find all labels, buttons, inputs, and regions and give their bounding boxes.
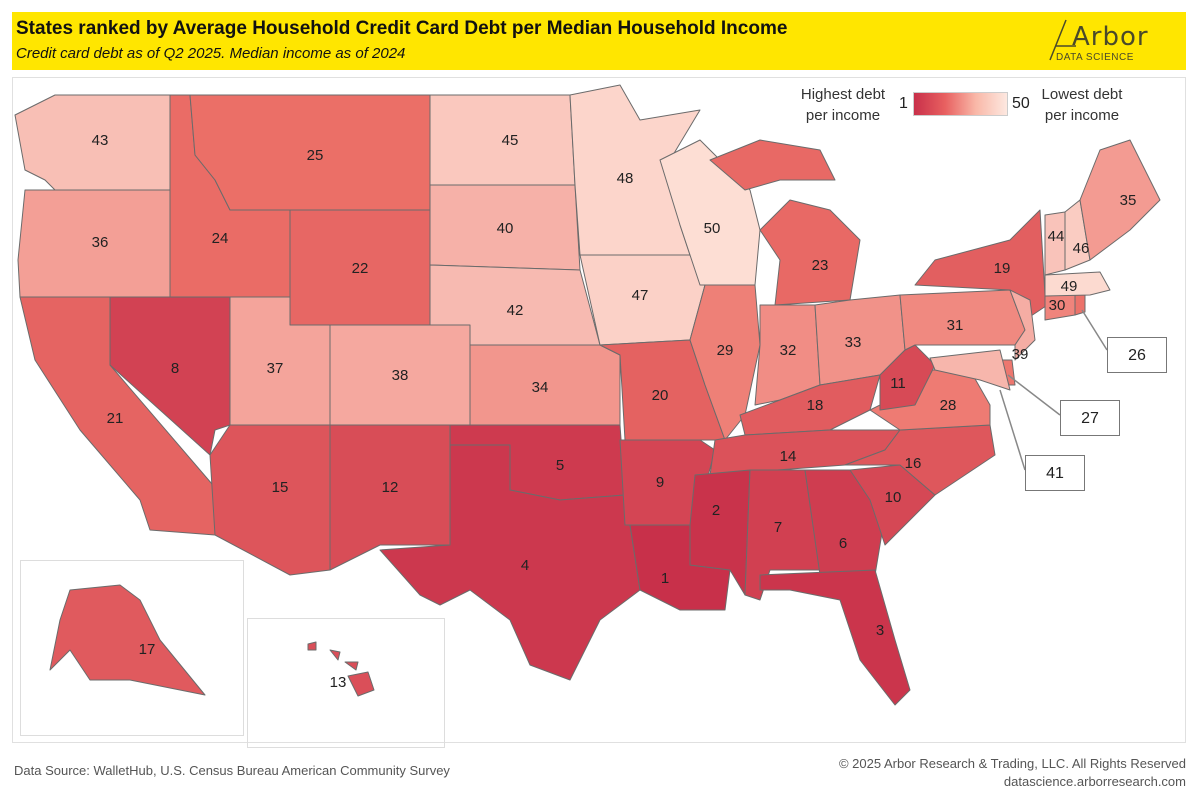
alaska-inset	[20, 560, 244, 736]
state-nc[interactable]	[844, 424, 996, 496]
rank-label-in: 32	[780, 342, 797, 359]
rank-label-ga: 6	[839, 535, 847, 552]
callout-leader-md	[999, 389, 1026, 471]
state-az[interactable]	[209, 424, 331, 576]
callout-md: 41	[1025, 455, 1085, 491]
rank-label-or: 36	[92, 234, 109, 251]
state-mi[interactable]	[709, 139, 861, 306]
map-frame	[12, 77, 1186, 743]
rank-label-ks: 34	[532, 379, 549, 396]
rank-label-la: 1	[661, 570, 669, 587]
state-md[interactable]	[929, 349, 1011, 391]
state-fl[interactable]	[759, 569, 911, 706]
callout-leader-de	[1007, 374, 1061, 416]
rank-label-wy: 22	[352, 260, 369, 277]
rank-label-hi: 13	[330, 674, 347, 691]
state-il[interactable]	[689, 284, 761, 441]
rank-label-sc: 10	[885, 489, 902, 506]
data-source: Data Source: WalletHub, U.S. Census Bure…	[14, 763, 450, 778]
rank-label-ar: 9	[656, 474, 664, 491]
rank-label-ak: 17	[139, 641, 156, 658]
state-ga[interactable]	[804, 469, 886, 576]
callout-de: 27	[1060, 400, 1120, 436]
rank-label-nd: 45	[502, 132, 519, 149]
chart-subtitle: Credit card debt as of Q2 2025. Median i…	[16, 45, 406, 62]
rank-label-mo: 20	[652, 387, 669, 404]
rank-label-il: 29	[717, 342, 734, 359]
rank-label-ma: 49	[1061, 278, 1078, 295]
state-tx[interactable]	[379, 444, 641, 681]
rank-label-tn: 14	[780, 448, 797, 465]
website-link[interactable]: datascience.arborresearch.com	[1003, 774, 1186, 789]
state-me[interactable]	[1079, 139, 1161, 261]
rank-label-oh: 33	[845, 334, 862, 351]
legend-high-label: Highest debt per income	[800, 86, 886, 124]
rank-label-fl: 3	[876, 622, 884, 639]
state-hi[interactable]	[307, 641, 375, 697]
state-ma[interactable]	[1044, 271, 1111, 297]
rank-label-ut: 37	[267, 360, 284, 377]
state-ak[interactable]	[49, 584, 206, 696]
logo-subtitle: DATA SCIENCE	[1056, 52, 1134, 63]
rank-label-ca: 21	[107, 410, 124, 427]
hawaii-inset	[247, 618, 445, 748]
rank-label-me: 35	[1120, 192, 1137, 209]
legend-max: 50	[1012, 95, 1030, 112]
tree-icon	[1049, 19, 1076, 61]
rank-label-ct: 30	[1049, 297, 1066, 314]
rank-label-pa: 31	[947, 317, 964, 334]
rank-label-wa: 43	[92, 132, 109, 149]
rank-label-mn: 48	[617, 170, 634, 187]
chart-title: States ranked by Average Household Credi…	[16, 18, 788, 39]
rank-label-mi: 23	[812, 257, 829, 274]
state-nm[interactable]	[329, 424, 451, 571]
rank-label-nj: 39	[1012, 346, 1029, 363]
rank-label-ky: 18	[807, 397, 824, 414]
rank-label-ok: 5	[556, 457, 564, 474]
rank-label-va: 28	[940, 397, 957, 414]
rank-label-nm: 12	[382, 479, 399, 496]
logo-wordmark: Arbor	[1072, 22, 1149, 52]
rank-label-tx: 4	[521, 557, 529, 574]
callout-leader-ri	[1081, 309, 1108, 351]
rank-label-vt: 44	[1048, 228, 1065, 245]
rank-label-co: 38	[392, 367, 409, 384]
copyright: © 2025 Arbor Research & Trading, LLC. Al…	[838, 756, 1186, 771]
arbor-logo: Arbor DATA SCIENCE	[1036, 16, 1156, 66]
rank-label-ms: 2	[712, 502, 720, 519]
rank-label-nc: 16	[905, 455, 922, 472]
callout-ri: 26	[1107, 337, 1167, 373]
rank-label-nh: 46	[1073, 240, 1090, 257]
rank-label-mt: 25	[307, 147, 324, 164]
legend-min: 1	[899, 95, 908, 112]
state-nj[interactable]	[1009, 289, 1036, 361]
title-banner: States ranked by Average Household Credi…	[12, 12, 1186, 70]
rank-label-wi: 50	[704, 220, 721, 237]
rank-label-al: 7	[774, 519, 782, 536]
rank-label-ny: 19	[994, 260, 1011, 277]
rank-label-az: 15	[272, 479, 289, 496]
state-ks[interactable]	[469, 344, 621, 426]
footer-credits: © 2025 Arbor Research & Trading, LLC. Al…	[839, 755, 1186, 791]
legend-color-ramp	[913, 92, 1008, 116]
rank-label-sd: 40	[497, 220, 514, 237]
rank-label-ne: 42	[507, 302, 524, 319]
state-sc[interactable]	[849, 464, 936, 546]
rank-label-ia: 47	[632, 287, 649, 304]
rank-label-nv: 8	[171, 360, 179, 377]
rank-label-wv: 11	[890, 375, 906, 392]
legend-low-label: Lowest debt per income	[1041, 86, 1123, 124]
rank-label-id: 24	[212, 230, 229, 247]
